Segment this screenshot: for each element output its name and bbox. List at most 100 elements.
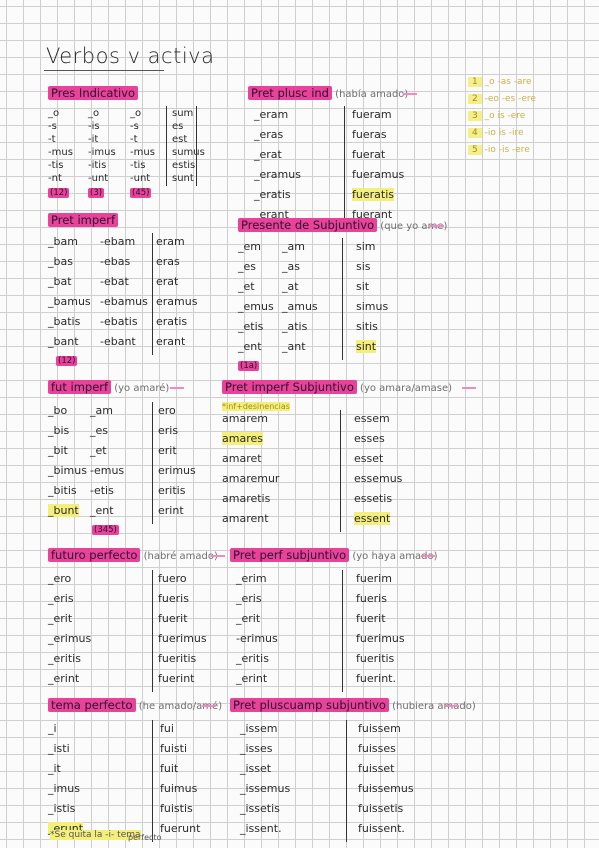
s5-c3-cell: erimus	[158, 464, 196, 477]
s8-c2-cell: fueris	[356, 592, 387, 605]
s7-c1-cell: _eris	[48, 592, 74, 605]
s4-c1-cell: _ent	[238, 340, 262, 353]
s5-c1-cell: _bit	[48, 444, 68, 457]
s1-c1-cell: _o	[48, 108, 60, 119]
side-list-text: -io -is -ere	[481, 145, 530, 155]
section-note: (he amado/amé)	[135, 701, 223, 712]
s2-c2-cell: fuerant	[352, 208, 393, 221]
s9-c2-cell: fui	[160, 722, 174, 735]
section-tag: (12)	[48, 188, 70, 198]
s10-c2-cell: fuisses	[358, 742, 396, 755]
s8-c1-cell: _erit	[236, 612, 261, 625]
s5-c2-cell: _ent	[90, 504, 114, 517]
side-list-item: 1 _o -as -are	[468, 70, 536, 87]
s1-c3-cell: -unt	[130, 173, 151, 184]
s7-c1-cell: _eritis	[48, 652, 81, 665]
s8-c1-cell: -erimus	[236, 632, 278, 645]
section-title-text: Pres Indicativo	[48, 86, 139, 100]
s3-c3-cell: eras	[156, 255, 180, 268]
s7-c2-cell: fuero	[158, 572, 187, 585]
s9-c2-cell: fuimus	[160, 782, 198, 795]
s4-c2-cell: _at	[282, 280, 299, 293]
section-title-text: tema perfecto	[48, 698, 136, 712]
section-title: Pres Indicativo	[48, 86, 139, 100]
s6-c1-cell: amares	[222, 432, 263, 445]
s4-c2-cell: _am	[282, 240, 305, 253]
s4-c2-cell: _amus	[282, 300, 318, 313]
side-list-number: 2	[468, 94, 482, 104]
s9-c1-cell: _isti	[48, 742, 70, 755]
section-title-text: futuro perfecto	[48, 548, 141, 562]
s1-c2-cell: -itis	[88, 160, 107, 171]
s3-c2-cell: -ebas	[100, 255, 131, 268]
section-tag: (1a)	[238, 361, 260, 371]
s3-c1-cell: _bamus	[48, 295, 91, 308]
s4-c1-cell: _et	[238, 280, 255, 293]
s9-c2-cell: fuistis	[160, 802, 193, 815]
note-dash	[202, 705, 216, 707]
s1-c2-cell: -is	[88, 121, 100, 132]
s6-c2-cell: essemus	[354, 472, 403, 485]
s5-c1-cell: _bunt	[48, 504, 79, 517]
note-dash	[430, 225, 444, 227]
column-divider	[344, 106, 345, 228]
s10-c1-cell: _isset	[240, 762, 272, 775]
s9-c1-cell: _it	[48, 762, 61, 775]
section-title-text: Pret imperf	[48, 213, 118, 227]
s4-c3-cell: sis	[356, 260, 371, 273]
side-list-text: -eo -es -ere	[481, 94, 536, 104]
title-underline	[44, 70, 164, 71]
s4-c3-cell: sint	[356, 340, 377, 353]
s7-c2-cell: fueritis	[158, 652, 197, 665]
side-list: 1 _o -as -are 2 -eo -es -ere 3 _o is -ere 4…	[468, 70, 536, 155]
section-note: (que yo ame)	[377, 221, 448, 232]
side-list-text: _o is -ere	[481, 111, 526, 121]
section-tag: (345)	[92, 525, 119, 535]
section-title: Pret plusc ind (había amado)	[248, 86, 408, 100]
s5-c2-cell: _et	[90, 444, 107, 457]
s5-c1-cell: _bimus	[48, 464, 87, 477]
s3-c2-cell: -ebant	[100, 335, 136, 348]
s9-c2-cell: fuerunt	[160, 822, 201, 835]
s6-c2-cell: esses	[354, 432, 385, 445]
s5-c2-cell: _es	[90, 424, 108, 437]
s1-c2-cell: _o	[88, 108, 100, 119]
s10-c2-cell: fuissetis	[358, 802, 404, 815]
s10-c1-cell: _issem	[240, 722, 278, 735]
section-title-text: Pret pluscuamp subjuntivo	[230, 698, 389, 712]
note-dash	[403, 93, 417, 95]
s6-c1-cell: amaremur	[222, 472, 280, 485]
s2-c2-cell: fueram	[352, 108, 392, 121]
column-divider	[152, 233, 153, 355]
s7-c2-cell: fuerit	[158, 612, 188, 625]
s10-c1-cell: _issent.	[240, 822, 282, 835]
section-tag: (12)	[56, 356, 78, 366]
s5-c1-cell: _bo	[48, 404, 68, 417]
s3-c2-cell: -ebamus	[100, 295, 148, 308]
s2-c1-cell: _eramus	[254, 168, 301, 181]
note-dash	[421, 555, 435, 557]
section-title: Pret imperf	[48, 213, 118, 227]
s2-c1-cell: _erant	[254, 208, 289, 221]
s9-c1-cell: _i	[48, 722, 57, 735]
s3-c2-cell: -ebatis	[100, 315, 138, 328]
s6-c2-cell: esset	[354, 452, 384, 465]
s4-c3-cell: sitis	[356, 320, 378, 333]
s3-c1-cell: _bas	[48, 255, 73, 268]
s10-c2-cell: fuissemus	[358, 782, 414, 795]
side-list-item: 5 -io -is -ere	[468, 138, 536, 155]
s8-c1-cell: _erim	[236, 572, 267, 585]
section-hint: *inf+desinencias	[222, 402, 290, 411]
page-title: Verbos v activa	[46, 44, 215, 68]
note-dash	[462, 387, 476, 389]
s8-c1-cell: _eritis	[236, 652, 269, 665]
s9-c2-cell: fuisti	[160, 742, 188, 755]
s1-c1-cell: -mus	[48, 147, 73, 158]
s4-c1-cell: _es	[238, 260, 256, 273]
section-title: Pret pluscuamp subjuntivo (hubiera amado…	[230, 698, 476, 712]
section-title: Pret imperf Subjuntivo (yo amara/amase)	[222, 380, 452, 394]
s7-c1-cell: _erint	[48, 672, 80, 685]
s6-c2-cell: essent	[354, 512, 391, 525]
s1-c3-cell: -t	[130, 134, 138, 145]
s1-c1-cell: -nt	[48, 173, 62, 184]
